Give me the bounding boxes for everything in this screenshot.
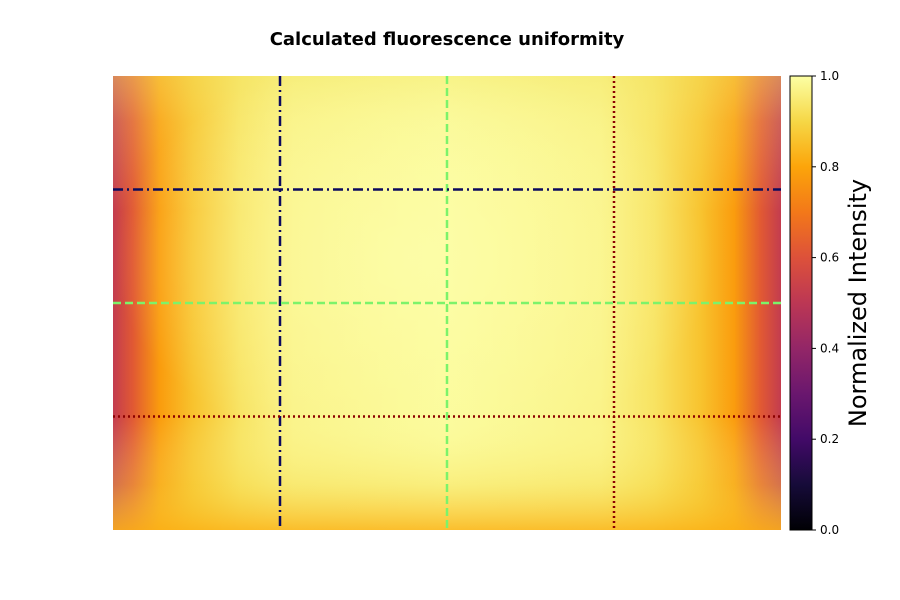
guide-lines <box>113 76 781 530</box>
colorbar-tick-label: 0.6 <box>820 251 839 265</box>
colorbar-tick-label: 0.2 <box>820 432 839 446</box>
colorbar-label: Normalized Intensity <box>844 179 872 427</box>
colorbar-tick-label: 0.4 <box>820 341 839 355</box>
colorbar-tick-label: 0.0 <box>820 523 839 537</box>
colorbar: 0.0 0.2 0.4 0.6 0.8 1.0 Normalized Intensity <box>789 69 872 537</box>
colorbar-ticks: 0.0 0.2 0.4 0.6 0.8 1.0 <box>812 69 839 537</box>
colorbar-tick-label: 0.8 <box>820 160 839 174</box>
chart-title: Calculated fluorescence uniformity <box>270 29 625 50</box>
colorbar-gradient <box>789 75 813 531</box>
colorbar-tick-label: 1.0 <box>820 69 839 83</box>
